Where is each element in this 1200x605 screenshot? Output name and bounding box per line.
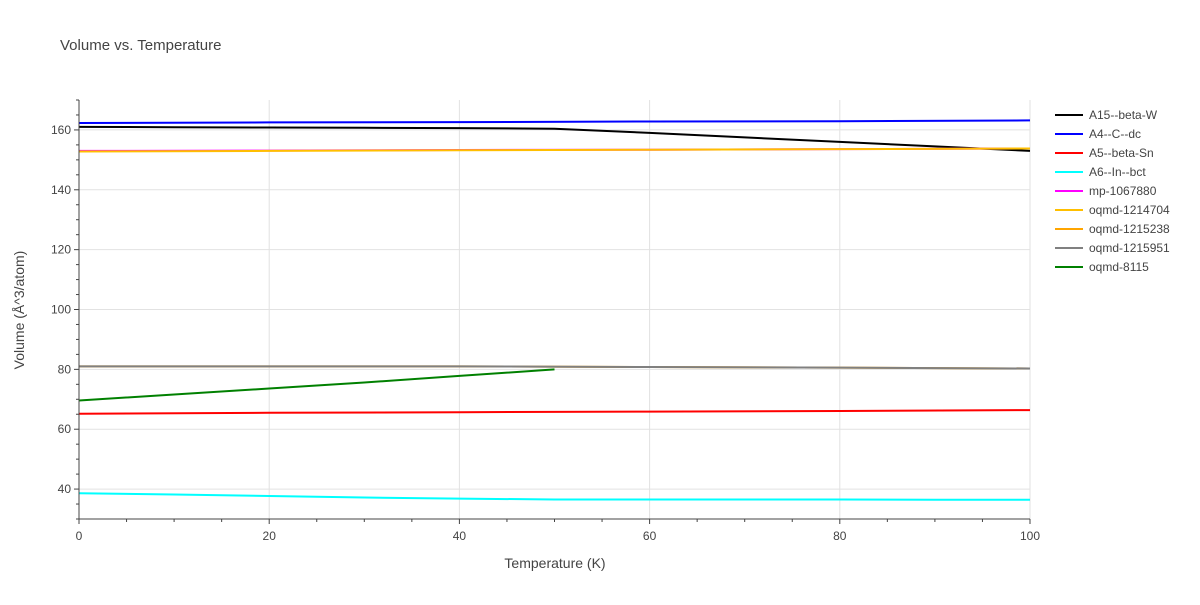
y-tick-label: 140 — [51, 183, 71, 197]
series-line — [78, 368, 555, 402]
x-tick-label: 100 — [1020, 529, 1040, 543]
legend: A15--beta-W A4--C--dc A5--beta-Sn A6--In--b… — [1055, 108, 1170, 274]
x-axis-title: Temperature (K) — [504, 555, 605, 571]
y-tick-label: 120 — [51, 243, 71, 257]
y-tick-label: 80 — [58, 362, 72, 376]
legend-label: A5--beta-Sn — [1089, 146, 1154, 160]
legend-label: oqmd-8115 — [1089, 260, 1149, 274]
series-line — [78, 492, 1030, 501]
x-tick-label: 20 — [263, 529, 277, 543]
chart-title: Volume vs. Temperature — [60, 37, 221, 54]
axes: 40 60 80 100 120 140 160 0 20 40 60 80 100 — [51, 99, 1040, 543]
legend-label: A4--C--dc — [1089, 127, 1141, 141]
series-lines — [78, 119, 1031, 501]
series-line — [78, 125, 1031, 152]
x-tick-label: 80 — [833, 529, 847, 543]
series-line — [78, 119, 1031, 124]
y-tick-label: 160 — [51, 123, 71, 137]
grid-lines — [79, 100, 1031, 519]
x-tick-label: 60 — [643, 529, 657, 543]
legend-label: oqmd-1215951 — [1089, 241, 1170, 255]
legend-label: A6--In--bct — [1089, 165, 1146, 179]
legend-label: mp-1067880 — [1089, 184, 1157, 198]
legend-label: A15--beta-W — [1089, 108, 1158, 122]
series-line — [79, 365, 1031, 370]
legend-label: oqmd-1215238 — [1089, 222, 1170, 236]
legend-label: oqmd-1214704 — [1089, 203, 1170, 217]
series-line — [78, 409, 1031, 415]
y-tick-label: 40 — [58, 482, 72, 496]
y-tick-label: 60 — [58, 422, 72, 436]
x-tick-label: 40 — [453, 529, 467, 543]
x-tick-label: 0 — [76, 529, 83, 543]
y-tick-label: 100 — [51, 303, 71, 317]
series-line — [78, 147, 1031, 153]
y-axis-title: Volume (Å^3/atom) — [11, 251, 27, 370]
